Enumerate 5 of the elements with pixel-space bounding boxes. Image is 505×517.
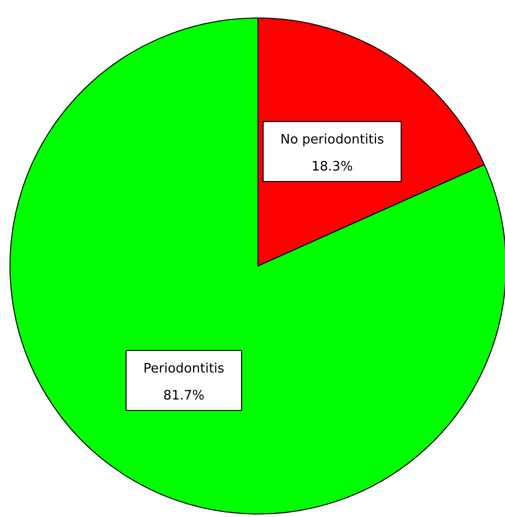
data-label: 81.7% bbox=[163, 388, 204, 404]
data-label: 18.3% bbox=[312, 160, 353, 175]
pie-slice bbox=[10, 18, 505, 514]
slice-label: No periodontitis bbox=[280, 132, 384, 148]
slice-label: Periodontitis bbox=[143, 361, 225, 376]
